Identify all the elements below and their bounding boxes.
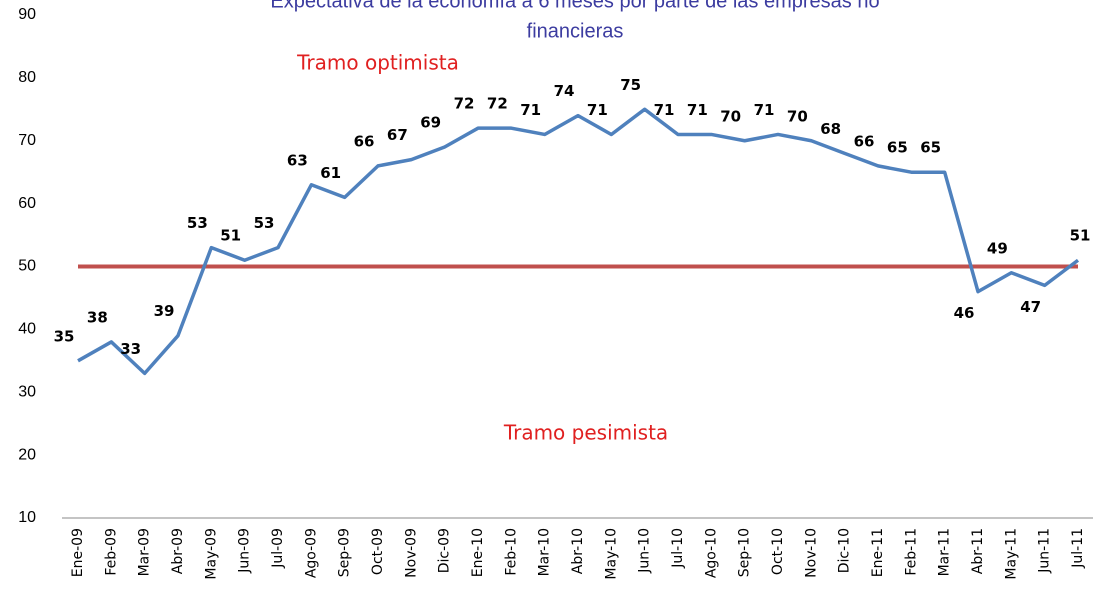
data-label: 72 [487, 95, 508, 113]
data-label: 51 [1070, 227, 1091, 245]
data-label: 53 [187, 214, 208, 232]
x-tick-label: Mar-10 [537, 528, 553, 576]
data-label: 71 [754, 101, 775, 119]
x-tick-label: Dic-10 [837, 528, 853, 573]
x-tick-label: Sep-09 [337, 528, 353, 577]
x-tick-label: Abr-09 [170, 528, 186, 574]
x-tick-label: Ago-09 [303, 528, 319, 578]
data-line [77, 107, 1080, 376]
x-tick-label: Jun-11 [1037, 528, 1053, 574]
x-tick-label: Jul-11 [1070, 528, 1086, 569]
x-tick-label: Mar-09 [137, 528, 153, 576]
x-tick-label: Abr-10 [570, 528, 586, 574]
data-label: 53 [254, 214, 275, 232]
data-label: 51 [220, 227, 241, 245]
data-label: 71 [587, 101, 608, 119]
x-tick-label: Jul-10 [670, 528, 686, 569]
data-label: 33 [120, 340, 141, 358]
y-tick-label: 90 [18, 6, 36, 23]
x-tick-label: Jun-09 [237, 528, 253, 574]
data-label: 71 [654, 101, 675, 119]
x-tick-label: May-11 [1003, 528, 1019, 580]
data-label: 46 [954, 304, 975, 322]
x-tick-label: Oct-09 [370, 528, 386, 575]
data-label: 39 [154, 302, 175, 320]
data-label: 47 [1020, 298, 1041, 316]
x-tick-label: May-09 [203, 528, 219, 580]
x-tick-label: May-10 [603, 528, 619, 580]
data-label: 71 [520, 101, 541, 119]
data-label: 65 [920, 139, 941, 157]
x-tick-label: Dic-09 [437, 528, 453, 573]
x-tick-label: Abr-11 [970, 528, 986, 574]
x-tick-label: Ene-10 [470, 528, 486, 577]
y-tick-label: 70 [18, 132, 36, 149]
y-tick-label: 50 [18, 258, 36, 275]
chart-title: Expectativa de la economía a 6 meses por… [270, 0, 879, 12]
x-tick-label: Feb-10 [503, 528, 519, 576]
data-label: 66 [854, 132, 875, 150]
y-tick-label: 20 [18, 446, 36, 463]
y-tick-label: 10 [18, 509, 36, 526]
data-label: 70 [787, 107, 808, 125]
x-tick-label: Sep-10 [737, 528, 753, 577]
data-label: 75 [620, 76, 641, 94]
data-label: 61 [320, 164, 341, 182]
data-label: 71 [687, 101, 708, 119]
y-tick-label: 80 [18, 69, 36, 86]
y-tick-label: 30 [18, 383, 36, 400]
annotation: Tramo pesimista [503, 421, 668, 445]
x-tick-label: Oct-10 [770, 528, 786, 575]
x-tick-label: Nov-09 [403, 528, 419, 578]
data-label: 72 [454, 95, 475, 113]
data-label: 68 [820, 120, 841, 138]
x-tick-label: Ene-11 [870, 528, 886, 577]
annotation: Tramo optimista [296, 51, 459, 75]
x-tick-label: Nov-10 [803, 528, 819, 578]
data-label: 66 [354, 132, 375, 150]
data-label: 35 [54, 327, 75, 345]
data-label: 65 [887, 139, 908, 157]
data-label: 69 [420, 114, 441, 132]
data-label: 74 [554, 82, 575, 100]
x-tick-label: Mar-11 [937, 528, 953, 576]
y-tick-label: 60 [18, 195, 36, 212]
x-tick-label: Feb-11 [903, 528, 919, 576]
x-tick-label: Jun-10 [637, 528, 653, 574]
data-label: 67 [387, 126, 408, 144]
x-tick-label: Jul-09 [270, 528, 286, 569]
data-label: 38 [87, 308, 108, 326]
data-label: 70 [720, 107, 741, 125]
data-label: 49 [987, 239, 1008, 257]
data-label: 63 [287, 151, 308, 169]
y-tick-label: 40 [18, 321, 36, 338]
x-tick-label: Ene-09 [70, 528, 86, 577]
x-tick-label: Ago-10 [703, 528, 719, 578]
chart-title: financieras [527, 20, 624, 42]
x-tick-label: Feb-09 [103, 528, 119, 576]
